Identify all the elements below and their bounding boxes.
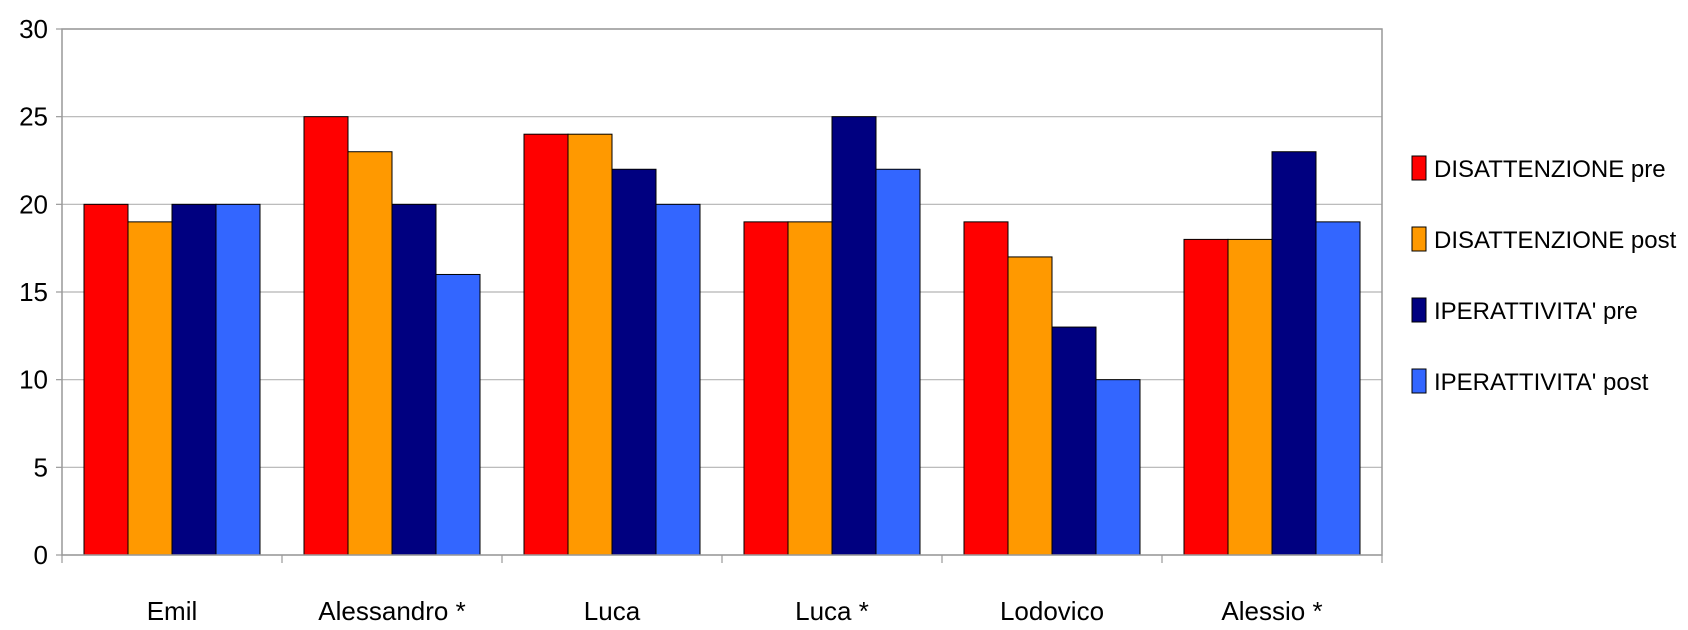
legend-swatch xyxy=(1411,226,1427,252)
bar xyxy=(83,203,129,556)
legend-label: DISATTENZIONE pre xyxy=(1434,156,1666,183)
bar xyxy=(215,203,261,556)
legend: DISATTENZIONE pre DISATTENZIONE post IPERA… xyxy=(1411,155,1677,396)
bar xyxy=(743,221,789,556)
bar xyxy=(655,203,701,556)
x-tick-label: Alessandro * xyxy=(318,596,465,626)
bar xyxy=(611,168,657,556)
x-tick-label: Emil xyxy=(147,596,198,626)
bar xyxy=(391,203,437,556)
bar xyxy=(875,168,921,556)
y-axis-ticks: 0 5 10 15 20 25 30 xyxy=(19,14,62,570)
y-tick-label: 30 xyxy=(19,14,48,44)
legend-label: IPERATTIVITA' pre xyxy=(1434,298,1638,325)
y-tick-label: 0 xyxy=(34,540,48,570)
y-tick-label: 10 xyxy=(19,365,48,395)
legend-swatch xyxy=(1411,155,1427,181)
bar xyxy=(787,221,833,556)
bar xyxy=(567,133,613,556)
bar xyxy=(1227,238,1273,556)
bar xyxy=(1095,379,1141,556)
bar xyxy=(435,273,481,556)
legend-label: IPERATTIVITA' post xyxy=(1434,369,1649,396)
bars xyxy=(83,116,1361,556)
bar xyxy=(963,221,1009,556)
bar xyxy=(523,133,569,556)
legend-swatch xyxy=(1411,297,1427,323)
bar xyxy=(1051,326,1097,556)
x-tick-label: Alessio * xyxy=(1221,596,1322,626)
x-axis: Emil Alessandro * Luca Luca * Lodovico Alessi… xyxy=(61,555,1383,626)
bar xyxy=(171,203,217,556)
bar xyxy=(1271,151,1317,556)
y-tick-label: 5 xyxy=(34,452,48,482)
bar xyxy=(1007,256,1053,556)
legend-label: DISATTENZIONE post xyxy=(1434,227,1677,254)
x-tick-label: Luca * xyxy=(795,596,869,626)
x-tick-label: Lodovico xyxy=(1000,596,1104,626)
bar xyxy=(347,151,393,556)
bar xyxy=(1315,221,1361,556)
bar xyxy=(303,116,349,556)
y-tick-label: 20 xyxy=(19,189,48,219)
x-tick-label: Luca xyxy=(584,596,641,626)
bar xyxy=(831,116,877,556)
y-tick-label: 25 xyxy=(19,102,48,132)
y-tick-label: 15 xyxy=(19,277,48,307)
bar xyxy=(1183,238,1229,556)
legend-swatch xyxy=(1411,368,1427,394)
bar xyxy=(127,221,173,556)
